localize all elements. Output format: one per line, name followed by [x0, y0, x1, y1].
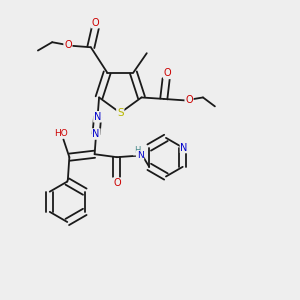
Text: O: O	[92, 18, 99, 28]
Text: N: N	[137, 151, 143, 160]
Text: N: N	[94, 112, 101, 122]
Text: O: O	[185, 95, 193, 105]
Text: S: S	[117, 108, 124, 118]
Text: N: N	[181, 142, 188, 152]
Text: N: N	[92, 129, 100, 139]
Text: O: O	[64, 40, 72, 50]
Text: O: O	[164, 68, 171, 78]
Text: HO: HO	[54, 129, 68, 138]
Text: O: O	[113, 178, 121, 188]
Text: H: H	[134, 146, 140, 155]
